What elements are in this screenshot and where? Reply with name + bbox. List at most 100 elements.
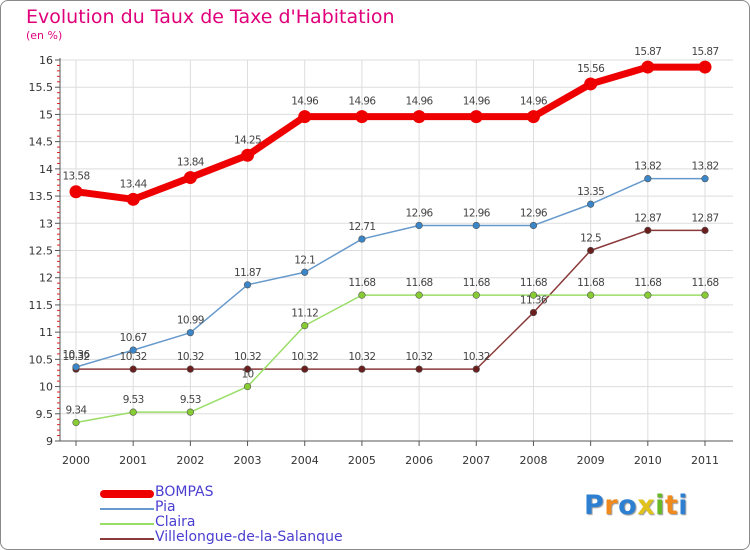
series-point: [644, 291, 652, 299]
x-tick-label: 2001: [119, 454, 147, 467]
logo-letter: i: [655, 490, 665, 521]
data-label: 10.32: [406, 351, 433, 363]
x-tick-label: 2005: [348, 454, 376, 467]
data-label: 10.67: [120, 332, 147, 344]
x-tick-label: 2007: [462, 454, 490, 467]
data-label: 11.68: [348, 277, 375, 289]
y-tick-label: 10: [39, 381, 53, 394]
data-label: 11.68: [520, 277, 547, 289]
data-label: 14.25: [234, 134, 261, 146]
legend-swatch: [100, 490, 154, 498]
data-label: 12.96: [406, 207, 434, 219]
series-point: [126, 192, 140, 206]
series-point: [301, 365, 309, 373]
data-label: 15.56: [577, 63, 605, 75]
data-label: 11.68: [634, 277, 661, 289]
y-tick-label: 12.5: [29, 245, 54, 258]
series-line-2: [75, 294, 706, 424]
data-label: 13.58: [62, 171, 89, 183]
y-tick-label: 13: [39, 217, 53, 230]
y-tick-label: 12: [39, 272, 53, 285]
series-point: [243, 281, 252, 289]
logo-letter: P: [584, 490, 605, 521]
chart-subtitle: (en %): [26, 29, 63, 42]
proxiti-logo: Proxiti: [584, 490, 688, 521]
data-label: 9.34: [66, 404, 88, 416]
series-point: [186, 329, 194, 337]
series-point: [415, 221, 423, 230]
series-point: [469, 110, 483, 124]
data-label: 13.84: [177, 157, 205, 169]
series-point: [587, 246, 595, 255]
data-label: 10.36: [62, 349, 90, 361]
data-label: 11.68: [577, 277, 604, 289]
series-point: [72, 363, 80, 371]
data-label: 11.68: [691, 277, 718, 289]
series-point: [701, 291, 709, 299]
data-label: 11.68: [406, 277, 433, 289]
series-point: [358, 235, 366, 243]
data-label: 12.96: [463, 207, 491, 219]
data-label: 10.32: [291, 351, 318, 363]
legend-swatch: [100, 538, 154, 540]
series-point: [186, 365, 194, 373]
y-tick-label: 15.5: [29, 81, 54, 94]
series-line-3: [75, 229, 706, 370]
logo-letter: i: [678, 490, 689, 521]
data-label: 14.96: [463, 96, 491, 108]
series-point: [415, 365, 423, 373]
data-label: 12.96: [520, 207, 548, 219]
y-tick-label: 13.5: [29, 190, 54, 203]
series-point: [644, 175, 652, 183]
data-label: 9.53: [123, 394, 144, 406]
series-point: [587, 200, 595, 208]
data-label: 11.36: [520, 295, 548, 307]
series-point: [529, 291, 538, 299]
series-point: [298, 110, 312, 124]
x-tick-label: 2009: [577, 454, 605, 467]
series-point: [243, 382, 252, 391]
series-point: [472, 221, 480, 230]
y-tick-label: 15: [39, 108, 53, 121]
legend-label: Villelongue-de-la-Salanque: [155, 529, 343, 545]
data-label: 13.82: [634, 161, 661, 173]
series-point: [243, 365, 252, 373]
logo-letter: t: [664, 490, 679, 521]
data-label: 14.96: [348, 96, 376, 108]
data-label: 12.87: [634, 212, 661, 224]
y-tick-label: 14.5: [29, 136, 54, 149]
data-label: 12.1: [294, 254, 315, 266]
x-tick-label: 2004: [291, 454, 319, 467]
x-tick-label: 2000: [62, 454, 90, 467]
data-label: 11.68: [463, 277, 490, 289]
series-point: [186, 408, 194, 416]
logo-letter: o: [618, 490, 638, 521]
x-tick-label: 2002: [176, 454, 204, 467]
x-tick-label: 2003: [234, 454, 262, 467]
series-point: [183, 171, 197, 185]
y-tick-label: 16: [39, 54, 53, 67]
series-point: [129, 365, 137, 373]
data-label: 10.32: [234, 351, 261, 363]
x-tick-label: 2011: [691, 454, 719, 467]
data-label: 11.12: [291, 308, 318, 320]
data-label: 15.87: [634, 46, 661, 58]
series-point: [415, 291, 423, 299]
logo-letter: r: [604, 490, 619, 521]
legend-label: Claira: [155, 514, 196, 530]
data-label: 13.44: [120, 178, 148, 190]
y-tick-label: 9.5: [36, 408, 54, 421]
legend-swatch: [100, 508, 154, 510]
series-point: [472, 291, 480, 299]
series-point: [529, 308, 538, 317]
series-point: [69, 185, 83, 199]
chart-title: Evolution du Taux de Taxe d'Habitation: [26, 6, 395, 28]
series-point: [641, 60, 655, 74]
series-point: [412, 110, 426, 124]
series-point: [129, 346, 137, 354]
series-point: [701, 175, 709, 183]
series-point: [529, 221, 538, 230]
y-tick-label: 11.5: [29, 299, 54, 312]
y-tick-label: 9: [46, 435, 53, 448]
